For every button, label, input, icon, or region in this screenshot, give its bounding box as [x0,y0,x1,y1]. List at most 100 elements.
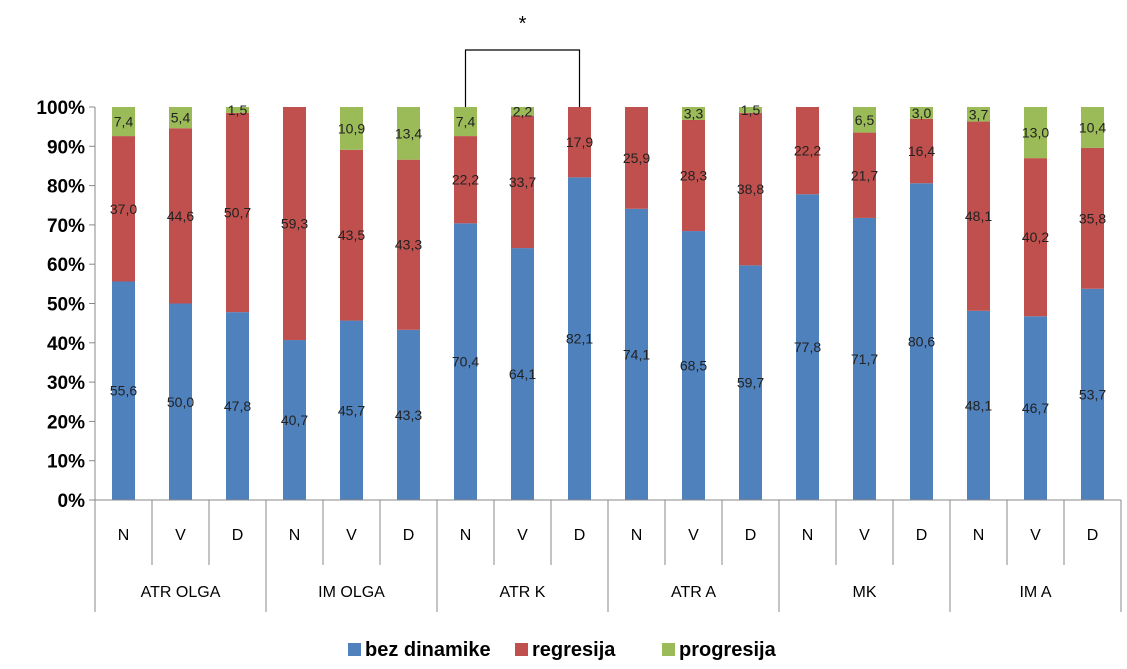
y-axis: 0% 10% 20% 30% 40% 50% 60% 70% 80% 90% 100% [36,98,96,512]
bar-segment-progresija [511,107,534,116]
bar-segment-progresija [1024,107,1047,159]
data-label: 48,1 [965,208,992,224]
significance-bracket [464,49,581,107]
data-label: 45,7 [338,402,365,418]
x-category-label: N [802,527,814,544]
data-label: 38,8 [737,181,764,197]
x-group-label: ATR OLGA [141,584,221,601]
bar-segment-bez-dinamike [568,177,591,501]
bar-segment-progresija [682,107,705,120]
data-label: 1,5 [741,102,761,118]
bar-segment-progresija [340,107,363,150]
bar-segment-regresija [340,149,363,321]
data-label: 2,2 [513,103,533,119]
bar-segment-bez-dinamike [625,208,648,501]
bar-segment-progresija [1081,107,1104,148]
data-label: 48,1 [965,397,992,413]
bar-segment-bez-dinamike [511,248,534,500]
data-label: 40,2 [1022,229,1049,245]
x-category-label: V [175,527,186,544]
data-label: 5,4 [171,110,191,126]
legend-label: progresija [679,639,777,661]
x-category-label: D [232,527,244,544]
bar-segment-bez-dinamike [283,340,306,500]
y-tick-label: 100% [36,98,85,119]
x-category-label: N [289,527,301,544]
data-label: 22,2 [794,143,821,159]
legend-swatch [515,643,528,656]
bar-segment-regresija [910,118,933,184]
legend: bez dinamike regresija progresija [348,639,777,661]
data-label: 1,5 [228,102,248,118]
data-label: 74,1 [623,346,650,362]
data-label: 43,5 [338,227,365,243]
x-category-label: D [916,527,928,544]
bar-segment-bez-dinamike [112,281,135,500]
bar-segment-bez-dinamike [682,231,705,500]
y-tick-label: 20% [47,412,85,433]
data-label: 55,6 [110,383,137,399]
x-category-label: V [859,527,870,544]
data-label: 25,9 [623,150,650,166]
data-label: 43,3 [395,407,422,423]
bar-segment-bez-dinamike [910,183,933,500]
legend-label: bez dinamike [365,639,491,661]
bar-segment-regresija [511,115,534,249]
data-label: 10,4 [1079,119,1106,135]
x-category-label: V [1030,527,1041,544]
x-group-label: IM OLGA [318,584,385,601]
data-label: 3,3 [684,105,704,121]
data-label: 80,6 [908,334,935,350]
bar-segment-regresija [796,107,819,195]
data-label: 40,7 [281,412,308,428]
data-label: 35,8 [1079,210,1106,226]
bar-segment-regresija [853,132,876,218]
y-tick-label: 70% [47,216,85,237]
x-category-label: N [973,527,985,544]
significance-annotation: * [464,13,581,107]
bar-segment-regresija [682,119,705,232]
bar-segment-regresija [454,136,477,224]
data-label: 3,7 [969,106,989,122]
x-group-label: ATR K [500,584,546,601]
bar-segment-regresija [112,136,135,282]
x-group-label: ATR A [671,584,716,601]
y-tick-label: 90% [47,137,85,158]
bar-segment-regresija [169,128,192,304]
data-label: 50,0 [167,394,194,410]
x-category-label: D [574,527,586,544]
x-category-label: N [118,527,130,544]
data-label: 82,1 [566,331,593,347]
bar-segment-progresija [967,107,990,122]
bar-segment-bez-dinamike [739,265,762,500]
bar-segment-bez-dinamike [454,223,477,500]
data-label: 33,7 [509,174,536,190]
bar-segment-regresija [739,112,762,266]
y-tick-label: 0% [58,491,86,512]
data-label: 22,2 [452,172,479,188]
data-label: 3,0 [912,105,932,121]
bar-segment-bez-dinamike [397,329,420,500]
bar-segment-regresija [397,159,420,330]
bar-segment-bez-dinamike [1024,316,1047,500]
data-label: 21,7 [851,167,878,183]
bar-segment-bez-dinamike [796,194,819,500]
bar-segment-progresija [397,107,420,160]
x-axis: N V D N V D N V D N V D N V D N V D ATR OLGA IM OLGA ATR K AT… [94,499,1122,612]
data-label: 28,3 [680,168,707,184]
data-label: 44,6 [167,208,194,224]
bar-segment-regresija [625,107,648,209]
data-label: 16,4 [908,143,935,159]
data-label: 6,5 [855,112,875,128]
x-category-label: V [688,527,699,544]
bar-segment-progresija [910,107,933,119]
y-tick-label: 60% [47,255,85,276]
data-label: 71,7 [851,351,878,367]
data-label: 13,0 [1022,125,1049,141]
bar-segment-regresija [1024,158,1047,317]
bar-segment-regresija [568,107,591,178]
data-label: 47,8 [224,398,251,414]
data-label: 17,9 [566,134,593,150]
data-label: 59,3 [281,216,308,232]
